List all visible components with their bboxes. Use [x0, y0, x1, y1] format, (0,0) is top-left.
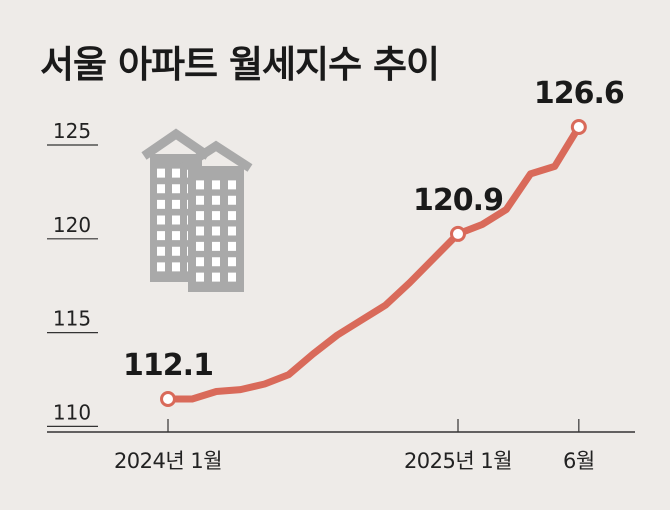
window	[196, 180, 204, 190]
y-tick-label: 120	[53, 213, 91, 237]
y-tick-label: 115	[53, 307, 91, 331]
window	[228, 257, 236, 267]
window	[157, 246, 165, 256]
window	[228, 211, 236, 221]
roof	[179, 140, 253, 172]
window	[157, 168, 165, 178]
window	[157, 184, 165, 194]
building-front	[179, 140, 253, 292]
window	[157, 231, 165, 241]
x-axis: 2024년 1월 2025년 1월 6월	[47, 419, 635, 473]
roof	[141, 128, 211, 160]
window	[157, 215, 165, 225]
window	[212, 180, 220, 190]
window	[196, 241, 204, 251]
data-label: 120.9	[413, 183, 503, 218]
window	[172, 199, 180, 209]
window	[157, 262, 165, 272]
x-tick-label: 6월	[563, 449, 595, 473]
data-point-marker	[160, 391, 176, 407]
window	[228, 180, 236, 190]
window	[228, 272, 236, 282]
window	[196, 226, 204, 236]
window	[212, 257, 220, 267]
window	[172, 262, 180, 272]
window	[228, 195, 236, 205]
data-point-marker	[450, 225, 466, 242]
y-tick-label: 110	[53, 400, 91, 424]
plot-area: 112.1 120.9 126.6	[123, 76, 625, 407]
data-label: 126.6	[534, 76, 624, 111]
chart-title: 서울 아파트 월세지수 추이	[40, 43, 440, 86]
window	[157, 199, 165, 209]
window	[172, 215, 180, 225]
window	[212, 211, 220, 221]
window	[196, 272, 204, 282]
y-axis: 110 115 120 125	[47, 119, 98, 427]
window	[228, 241, 236, 251]
window	[212, 272, 220, 282]
series-line	[164, 123, 583, 403]
window	[196, 257, 204, 267]
window	[212, 241, 220, 251]
data-point-marker	[570, 119, 587, 135]
data-label: 112.1	[123, 348, 213, 383]
window	[196, 195, 204, 205]
window	[172, 246, 180, 256]
window	[172, 231, 180, 241]
window	[172, 168, 180, 178]
apartment-building-icon	[141, 128, 253, 292]
window	[212, 226, 220, 236]
window	[172, 184, 180, 194]
window	[212, 195, 220, 205]
x-tick-label: 2024년 1월	[114, 449, 222, 473]
window	[228, 226, 236, 236]
x-tick-label: 2025년 1월	[404, 449, 512, 473]
window	[196, 211, 204, 221]
y-tick-label: 125	[53, 119, 91, 143]
